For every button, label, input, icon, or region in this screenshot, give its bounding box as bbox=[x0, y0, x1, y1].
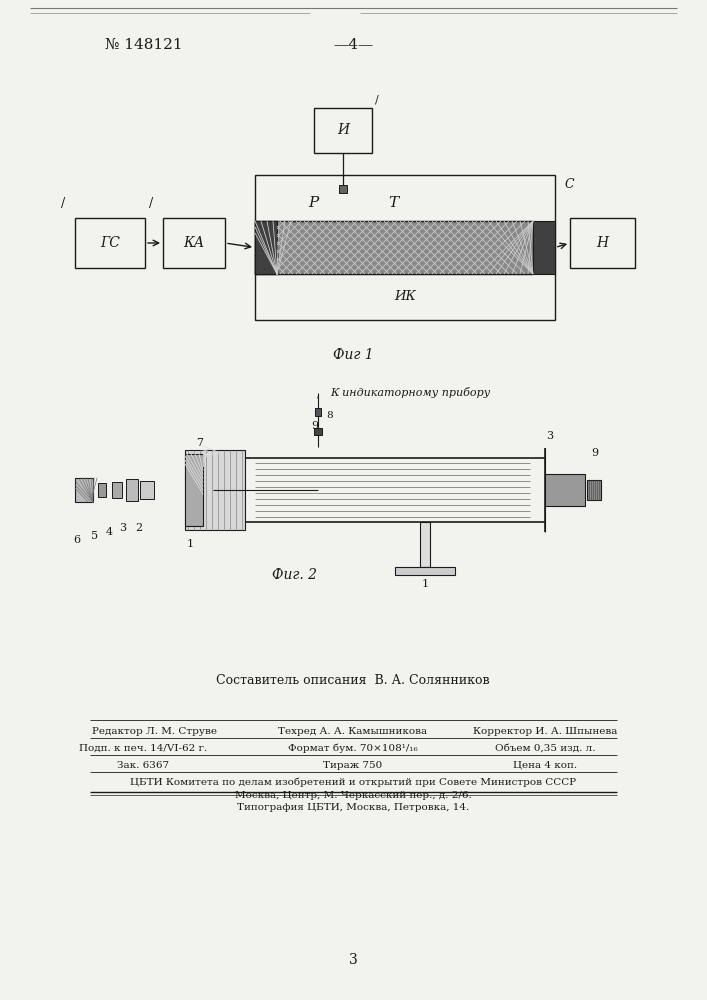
Text: № 148121: № 148121 bbox=[105, 38, 182, 52]
Bar bbox=[163, 218, 225, 268]
Text: ГС: ГС bbox=[100, 236, 120, 250]
Text: Р: Р bbox=[308, 196, 318, 210]
Text: Объем 0,35 изд. л.: Объем 0,35 изд. л. bbox=[495, 744, 595, 752]
Text: 3: 3 bbox=[349, 953, 357, 967]
Text: /: / bbox=[61, 196, 65, 210]
Text: Цена 4 коп.: Цена 4 коп. bbox=[513, 760, 577, 770]
Bar bbox=[420, 522, 430, 567]
Bar bbox=[140, 481, 154, 499]
Bar bbox=[570, 218, 635, 268]
Text: 6: 6 bbox=[74, 535, 81, 545]
Bar bbox=[185, 450, 245, 530]
Text: Н: Н bbox=[597, 236, 609, 250]
Text: 1: 1 bbox=[187, 539, 194, 549]
Text: —4—: —4— bbox=[333, 38, 373, 52]
Text: 7: 7 bbox=[197, 438, 204, 448]
Bar bbox=[277, 221, 533, 274]
Text: 5: 5 bbox=[91, 531, 98, 541]
Text: И: И bbox=[337, 123, 349, 137]
Text: Типография ЦБТИ, Москва, Петровка, 14.: Типография ЦБТИ, Москва, Петровка, 14. bbox=[237, 802, 469, 812]
Text: 1: 1 bbox=[421, 579, 428, 589]
Text: 9: 9 bbox=[592, 448, 599, 458]
Bar bbox=[255, 175, 555, 320]
Text: Фиг 1: Фиг 1 bbox=[333, 348, 373, 362]
Text: Формат бум. 70×108¹/₁₆: Формат бум. 70×108¹/₁₆ bbox=[288, 743, 418, 753]
Text: Корректор И. А. Шпынева: Корректор И. А. Шпынева bbox=[473, 726, 617, 736]
Bar bbox=[98, 483, 106, 497]
Text: 9: 9 bbox=[312, 421, 319, 431]
Bar bbox=[255, 221, 277, 274]
Text: С: С bbox=[565, 178, 575, 192]
Bar bbox=[255, 221, 277, 274]
Text: КА: КА bbox=[183, 236, 204, 250]
Bar bbox=[185, 454, 203, 526]
Text: К индикаторному прибору: К индикаторному прибору bbox=[330, 387, 490, 398]
Bar bbox=[255, 221, 277, 274]
Text: Тираж 750: Тираж 750 bbox=[323, 760, 382, 770]
Bar bbox=[545, 474, 585, 506]
Bar bbox=[255, 221, 277, 274]
Text: 2: 2 bbox=[136, 523, 143, 533]
Bar bbox=[112, 482, 122, 498]
Text: 4: 4 bbox=[105, 527, 112, 537]
Text: Фиг. 2: Фиг. 2 bbox=[272, 568, 317, 582]
Bar bbox=[339, 185, 347, 193]
Text: Подп. к печ. 14/VI-62 г.: Подп. к печ. 14/VI-62 г. bbox=[79, 744, 207, 752]
Bar bbox=[395, 567, 455, 575]
Bar bbox=[126, 479, 138, 501]
Text: ИК: ИК bbox=[394, 290, 416, 302]
Text: ЦБТИ Комитета по делам изобретений и открытий при Совете Министров СССР: ЦБТИ Комитета по делам изобретений и отк… bbox=[130, 777, 576, 787]
Bar bbox=[75, 478, 93, 502]
Text: Зак. 6367: Зак. 6367 bbox=[117, 760, 169, 770]
Bar bbox=[314, 108, 372, 153]
Bar bbox=[533, 221, 555, 274]
Bar bbox=[255, 221, 277, 274]
Bar bbox=[255, 221, 277, 274]
Text: 8: 8 bbox=[326, 410, 332, 420]
Bar bbox=[255, 221, 277, 274]
Text: Составитель описания  В. А. Солянников: Составитель описания В. А. Солянников bbox=[216, 674, 490, 686]
Bar bbox=[587, 480, 601, 500]
Text: Москва, Центр, М. Черкасский пер., д. 2/6.: Москва, Центр, М. Черкасский пер., д. 2/… bbox=[235, 790, 472, 800]
Bar bbox=[314, 428, 322, 435]
Text: /: / bbox=[149, 196, 153, 210]
Text: /: / bbox=[375, 95, 379, 105]
Text: 3: 3 bbox=[119, 523, 127, 533]
Text: Техред А. А. Камышникова: Техред А. А. Камышникова bbox=[279, 726, 428, 736]
Bar bbox=[75, 218, 145, 268]
Bar bbox=[315, 408, 321, 416]
Text: 3: 3 bbox=[547, 431, 554, 441]
Text: Т: Т bbox=[388, 196, 398, 210]
Bar bbox=[255, 221, 277, 274]
Text: Редактор Л. М. Струве: Редактор Л. М. Струве bbox=[93, 726, 218, 736]
